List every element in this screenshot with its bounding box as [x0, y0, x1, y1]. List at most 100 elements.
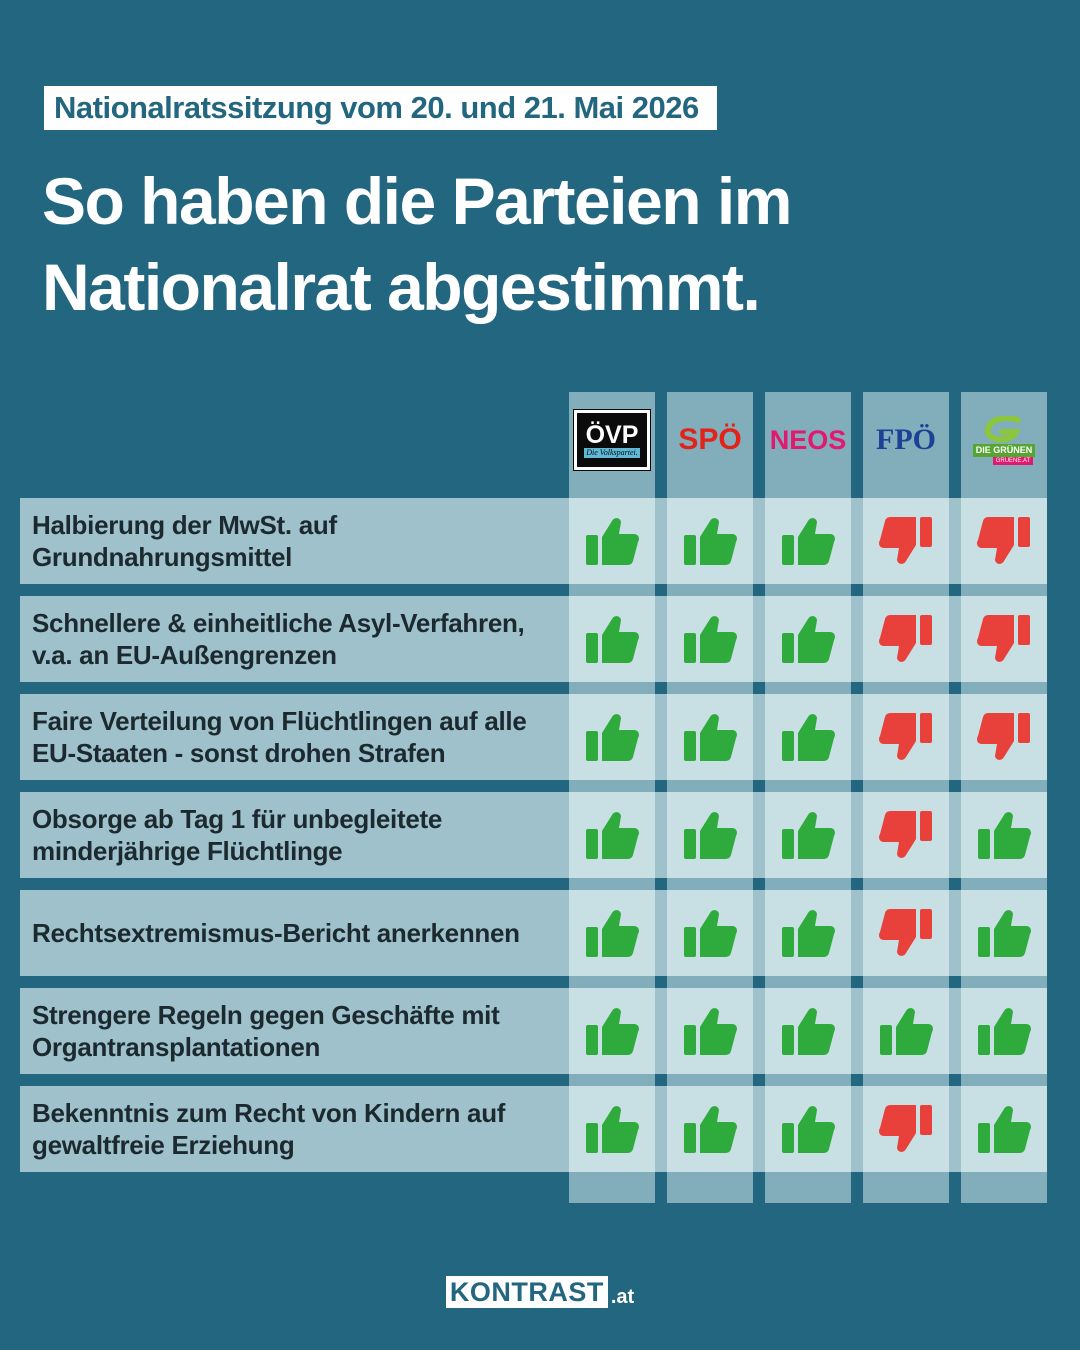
gruene-logo: DIE GRÜNEN GRUENE.AT — [961, 402, 1047, 478]
thumbs-up-icon — [584, 907, 640, 959]
thumbs-up-icon — [976, 1103, 1032, 1155]
thumbs-up-icon — [584, 809, 640, 861]
title-line-1: So haben die Parteien im — [42, 164, 792, 238]
vote-topic-line: Obsorge ab Tag 1 für unbegleitete — [32, 804, 443, 834]
thumbs-up-icon — [584, 515, 640, 567]
page-title: So haben die Parteien im Nationalrat abg… — [42, 158, 1042, 330]
oevp-logo-sub: Die Volkspartei. — [584, 448, 640, 458]
vote-cell-oevp — [569, 596, 655, 682]
thumbs-down-icon — [878, 613, 934, 665]
vote-topic-line: Grundnahrungsmittel — [32, 542, 293, 572]
vote-topic: Schnellere & einheitliche Asyl-Verfahren… — [20, 596, 567, 682]
vote-cell-neos — [765, 596, 851, 682]
vote-cell-fpoe — [863, 498, 949, 584]
row-band — [655, 596, 667, 682]
vote-topic: Rechtsextremismus-Bericht anerkennen — [20, 890, 567, 976]
thumbs-up-icon — [682, 809, 738, 861]
vote-cell-neos — [765, 988, 851, 1074]
vote-cell-neos — [765, 498, 851, 584]
vote-cell-spoe — [667, 596, 753, 682]
oevp-logo-text: ÖVP — [585, 421, 639, 449]
thumbs-down-icon — [976, 515, 1032, 567]
vote-topic-line: minderjährige Flüchtlinge — [32, 836, 343, 866]
vote-cell-gruene — [961, 596, 1047, 682]
row-band — [949, 1086, 961, 1172]
vote-topic: Faire Verteilung von Flüchtlingen auf al… — [20, 694, 567, 780]
row-band — [851, 596, 863, 682]
vote-cell-fpoe — [863, 988, 949, 1074]
vote-topic: Obsorge ab Tag 1 für unbegleitete minderj… — [20, 792, 567, 878]
row-band — [949, 890, 961, 976]
vote-row: Bekenntnis zum Recht von Kindern auf gewa… — [20, 1086, 1058, 1172]
row-band — [851, 694, 863, 780]
vote-cell-spoe — [667, 890, 753, 976]
vote-cell-oevp — [569, 988, 655, 1074]
vote-cell-spoe — [667, 1086, 753, 1172]
vote-cell-spoe — [667, 498, 753, 584]
thumbs-up-icon — [584, 711, 640, 763]
vote-cell-gruene — [961, 498, 1047, 584]
vote-row: Halbierung der MwSt. auf Grundnahrungsmit… — [20, 498, 1058, 584]
title-line-2: Nationalrat abgestimmt. — [42, 250, 761, 324]
row-band — [655, 1086, 667, 1172]
thumbs-down-icon — [878, 1103, 934, 1155]
spoe-logo-text: SPÖ — [678, 423, 742, 456]
row-band — [753, 988, 765, 1074]
row-band — [851, 792, 863, 878]
footer: KONTRAST .at — [0, 1276, 1080, 1308]
thumbs-down-icon — [976, 613, 1032, 665]
vote-cell-fpoe — [863, 890, 949, 976]
row-band — [851, 1086, 863, 1172]
row-band — [851, 988, 863, 1074]
row-band — [949, 988, 961, 1074]
thumbs-up-icon — [976, 1005, 1032, 1057]
thumbs-up-icon — [584, 613, 640, 665]
neos-logo: NEOS — [765, 402, 851, 478]
vote-cell-oevp — [569, 694, 655, 780]
session-badge: Nationalratssitzung vom 20. und 21. Mai … — [44, 86, 717, 130]
vote-cell-neos — [765, 792, 851, 878]
vote-topic-line: EU-Staaten - sonst drohen Strafen — [32, 738, 446, 768]
thumbs-up-icon — [584, 1103, 640, 1155]
row-band — [851, 498, 863, 584]
vote-cell-fpoe — [863, 694, 949, 780]
neos-logo-text: NEOS — [769, 424, 847, 455]
thumbs-up-icon — [878, 1005, 934, 1057]
thumbs-up-icon — [584, 1005, 640, 1057]
vote-topic-line: gewaltfreie Erziehung — [32, 1130, 295, 1160]
spoe-logo: SPÖ — [667, 402, 753, 478]
thumbs-up-icon — [780, 1103, 836, 1155]
vote-cell-spoe — [667, 792, 753, 878]
thumbs-up-icon — [976, 809, 1032, 861]
row-band — [949, 498, 961, 584]
thumbs-down-icon — [878, 515, 934, 567]
row-band — [753, 498, 765, 584]
thumbs-up-icon — [682, 613, 738, 665]
row-band — [753, 694, 765, 780]
thumbs-up-icon — [780, 1005, 836, 1057]
row-band — [655, 988, 667, 1074]
vote-topic-line: Rechtsextremismus-Bericht anerkennen — [32, 918, 520, 948]
thumbs-up-icon — [976, 907, 1032, 959]
gruene-swirl-icon — [984, 415, 1021, 442]
vote-topic: Bekenntnis zum Recht von Kindern auf gewa… — [20, 1086, 567, 1172]
vote-row: Obsorge ab Tag 1 für unbegleitete minderj… — [20, 792, 1058, 878]
thumbs-up-icon — [682, 1005, 738, 1057]
vote-cell-gruene — [961, 1086, 1047, 1172]
thumbs-up-icon — [682, 515, 738, 567]
row-band — [655, 498, 667, 584]
row-band — [753, 596, 765, 682]
thumbs-up-icon — [682, 1103, 738, 1155]
vote-cell-oevp — [569, 498, 655, 584]
thumbs-up-icon — [780, 613, 836, 665]
row-band — [753, 792, 765, 878]
row-band — [949, 792, 961, 878]
vote-topic-line: Halbierung der MwSt. auf — [32, 510, 337, 540]
vote-cell-fpoe — [863, 1086, 949, 1172]
vote-cell-gruene — [961, 792, 1047, 878]
row-band — [655, 792, 667, 878]
vote-cell-oevp — [569, 792, 655, 878]
vote-cell-spoe — [667, 988, 753, 1074]
vote-topic-line: v.a. an EU-Außengrenzen — [32, 640, 337, 670]
vote-cell-fpoe — [863, 596, 949, 682]
